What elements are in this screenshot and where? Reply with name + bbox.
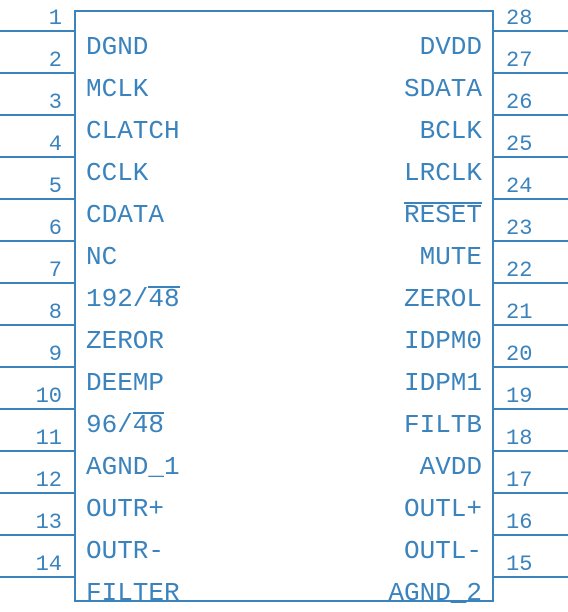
pin-number: 23 <box>506 216 532 241</box>
pin-label: NC <box>86 242 117 272</box>
pin-number: 18 <box>506 426 532 451</box>
pin-label: AGND_2 <box>388 578 482 608</box>
pin-label: OUTL+ <box>404 494 482 524</box>
pin-number: 24 <box>506 174 532 199</box>
pin-number: 1 <box>0 6 62 31</box>
pin-number: 21 <box>506 300 532 325</box>
pin-number: 17 <box>506 468 532 493</box>
pin-label: OUTR- <box>86 536 164 566</box>
pin-number: 22 <box>506 258 532 283</box>
pin-label: CLATCH <box>86 116 180 146</box>
pin-number: 15 <box>506 552 532 577</box>
pin-label: BCLK <box>420 116 482 146</box>
pin-number: 8 <box>0 300 62 325</box>
pin-number: 27 <box>506 48 532 73</box>
pin-label: DEEMP <box>86 368 164 398</box>
pin-number: 9 <box>0 342 62 367</box>
pin-label: 96/48 <box>86 410 164 440</box>
pin-label: AVDD <box>420 452 482 482</box>
pin-label: SDATA <box>404 74 482 104</box>
pin-number: 6 <box>0 216 62 241</box>
pin-number: 14 <box>0 552 62 577</box>
pin-number: 5 <box>0 174 62 199</box>
pin-number: 28 <box>506 6 532 31</box>
pin-number: 20 <box>506 342 532 367</box>
pin-label: CDATA <box>86 200 164 230</box>
pin-label: OUTL- <box>404 536 482 566</box>
pin-label: LRCLK <box>404 158 482 188</box>
pin-label: FILTER <box>86 578 180 608</box>
pin-number: 2 <box>0 48 62 73</box>
pin-number: 16 <box>506 510 532 535</box>
pin-label: MUTE <box>420 242 482 272</box>
pin-label: DGND <box>86 32 148 62</box>
pin-number: 3 <box>0 90 62 115</box>
pin-label: MCLK <box>86 74 148 104</box>
pin-label: CCLK <box>86 158 148 188</box>
pin-label: AGND_1 <box>86 452 180 482</box>
pin-number: 10 <box>0 384 62 409</box>
overline <box>404 202 482 204</box>
ic-package-diagram: 1DGND2MCLK3CLATCH4CCLK5CDATA6NC7192/488Z… <box>0 0 568 612</box>
pin-label: ZEROR <box>86 326 164 356</box>
pin-number: 7 <box>0 258 62 283</box>
pin-label: 192/48 <box>86 284 180 314</box>
pin-label: IDPM1 <box>404 368 482 398</box>
pin-number: 25 <box>506 132 532 157</box>
pin-label: RESET <box>404 200 482 230</box>
pin-number: 26 <box>506 90 532 115</box>
pin-number: 4 <box>0 132 62 157</box>
pin-number: 19 <box>506 384 532 409</box>
overline <box>148 286 179 288</box>
pin-number: 12 <box>0 468 62 493</box>
overline <box>133 412 164 414</box>
pin-label: DVDD <box>420 32 482 62</box>
pin-number: 11 <box>0 426 62 451</box>
pin-label: ZEROL <box>404 284 482 314</box>
pin-label: IDPM0 <box>404 326 482 356</box>
pin-number: 13 <box>0 510 62 535</box>
pin-label: FILTB <box>404 410 482 440</box>
pin-label: OUTR+ <box>86 494 164 524</box>
